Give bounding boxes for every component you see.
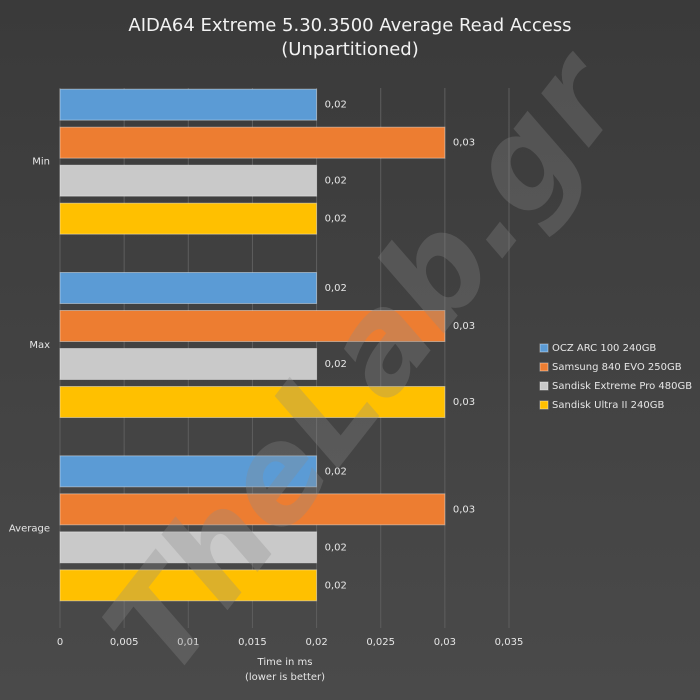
x-tick-label: 0,01	[177, 637, 199, 648]
value-label: 0,02	[325, 359, 347, 370]
x-tick-label: 0,005	[110, 637, 139, 648]
bar	[59, 272, 318, 304]
bar	[59, 386, 446, 418]
value-label: 0,02	[325, 176, 347, 187]
bar	[59, 455, 318, 488]
legend-label: Sandisk Ultra II 240GB	[552, 400, 664, 411]
bar	[59, 164, 318, 197]
x-tick-label: 0,025	[366, 637, 395, 648]
x-tick-label: 0	[57, 637, 63, 648]
value-label: 0,02	[325, 580, 347, 591]
value-label: 0,03	[453, 504, 475, 515]
x-axis-label: Time in ms	[257, 657, 313, 668]
x-tick-label: 0,02	[305, 637, 327, 648]
legend-label: Samsung 840 EVO 250GB	[552, 362, 682, 373]
x-tick-label: 0,015	[238, 637, 267, 648]
legend-swatch	[539, 362, 549, 372]
bar	[59, 126, 446, 159]
value-label: 0,02	[325, 542, 347, 553]
bar	[59, 531, 318, 564]
chart-title: AIDA64 Extreme 5.30.3500 Average Read Ac…	[128, 15, 571, 36]
value-label: 0,02	[325, 214, 347, 225]
y-tick-label: Average	[9, 523, 50, 534]
value-label: 0,03	[453, 397, 475, 408]
bar	[59, 493, 446, 526]
value-label: 0,02	[325, 466, 347, 477]
bar	[59, 202, 318, 235]
x-axis-label: (lower is better)	[245, 672, 325, 683]
x-tick-label: 0,035	[495, 637, 524, 648]
y-tick-label: Min	[32, 157, 50, 168]
bar	[59, 569, 318, 602]
value-label: 0,02	[325, 283, 347, 294]
y-tick-label: Max	[29, 340, 50, 351]
legend-label: Sandisk Extreme Pro 480GB	[552, 381, 692, 392]
legend-swatch	[539, 400, 549, 410]
legend-swatch	[539, 381, 549, 391]
bar	[59, 310, 446, 342]
legend-label: OCZ ARC 100 240GB	[552, 343, 656, 354]
x-tick-label: 0,03	[434, 637, 456, 648]
value-label: 0,03	[453, 138, 475, 149]
bar	[59, 88, 318, 121]
value-label: 0,02	[325, 100, 347, 111]
chart-subtitle: (Unpartitioned)	[281, 39, 419, 60]
bar	[59, 348, 318, 380]
value-label: 0,03	[453, 321, 475, 332]
legend-swatch	[539, 343, 549, 353]
